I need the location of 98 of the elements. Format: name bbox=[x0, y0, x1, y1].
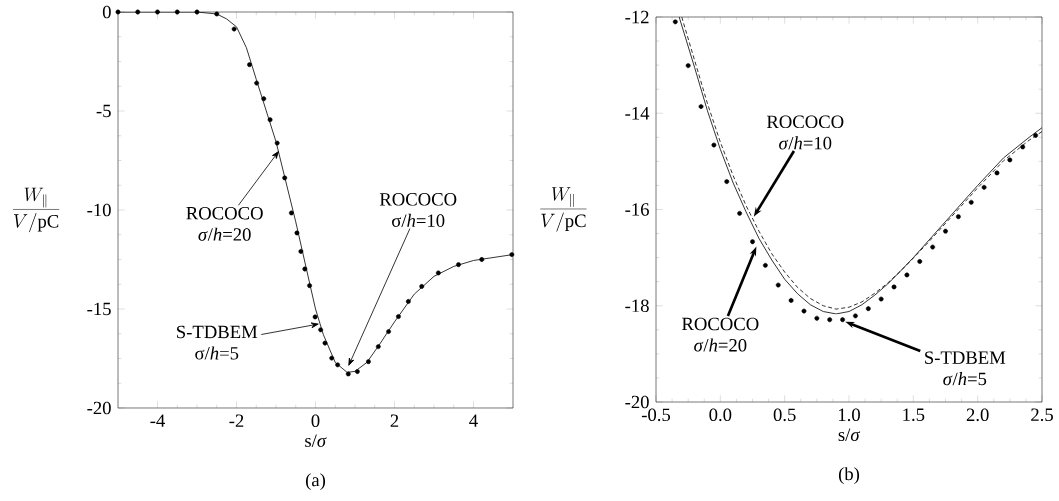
point bbox=[853, 313, 858, 319]
point bbox=[788, 298, 794, 303]
point bbox=[917, 259, 923, 264]
x-tick-label: -2 bbox=[229, 414, 244, 427]
point bbox=[294, 230, 300, 236]
point bbox=[981, 184, 987, 190]
y-tick-label: -18 bbox=[625, 299, 649, 313]
point bbox=[1033, 132, 1038, 138]
point bbox=[375, 344, 381, 350]
y-tick-label: -20 bbox=[625, 395, 649, 409]
point bbox=[479, 257, 485, 262]
text: (a) bbox=[305, 473, 326, 491]
point bbox=[878, 296, 884, 302]
y-tick-label: -10 bbox=[87, 203, 111, 217]
point bbox=[891, 284, 897, 290]
y-tick-label: -5 bbox=[96, 104, 111, 118]
point bbox=[155, 9, 160, 15]
x-axis-title: s/σ bbox=[838, 428, 861, 442]
point bbox=[968, 199, 974, 205]
point bbox=[307, 283, 312, 289]
y-tick-label: -20 bbox=[87, 401, 111, 415]
point bbox=[930, 244, 936, 250]
point bbox=[254, 80, 260, 86]
point bbox=[724, 179, 730, 184]
y-tick-label: -12 bbox=[625, 10, 649, 24]
y-tick-label: -15 bbox=[87, 302, 111, 316]
point bbox=[231, 26, 237, 32]
point bbox=[435, 270, 441, 276]
point bbox=[386, 329, 391, 334]
point bbox=[115, 9, 121, 15]
text: (b) bbox=[838, 467, 860, 485]
annotation: S-TDBEM σ/h=5 bbox=[177, 325, 258, 360]
point bbox=[672, 19, 678, 25]
point bbox=[750, 239, 755, 245]
point bbox=[711, 142, 717, 148]
point bbox=[1020, 144, 1026, 150]
x-tick-label: 2.5 bbox=[1031, 408, 1053, 422]
y-tick-label: 0 bbox=[102, 5, 111, 19]
point bbox=[685, 63, 691, 69]
point bbox=[194, 9, 200, 15]
point bbox=[318, 327, 324, 333]
point bbox=[267, 117, 273, 123]
point bbox=[775, 282, 781, 288]
x-tick-label: -4 bbox=[150, 414, 165, 427]
point bbox=[335, 362, 341, 368]
point bbox=[261, 96, 267, 102]
point bbox=[456, 262, 461, 268]
point bbox=[174, 9, 180, 15]
annotation: ROCOCO σ/h=20 bbox=[681, 317, 759, 352]
x-tick-label: 0.5 bbox=[773, 408, 796, 422]
x-axis-title: s/σ bbox=[305, 434, 327, 447]
x-tick-label: 2.0 bbox=[966, 408, 989, 422]
point bbox=[282, 175, 288, 181]
point bbox=[509, 252, 515, 257]
y-axis-title: $\frac{W_{\parallel}}{V/\mathrm{pC}}$ bbox=[12, 187, 60, 233]
x-tick-label: 0.0 bbox=[709, 408, 732, 422]
point bbox=[214, 11, 220, 17]
y-tick-label: -16 bbox=[625, 203, 649, 216]
point bbox=[814, 315, 820, 321]
point bbox=[994, 170, 1000, 176]
point bbox=[302, 266, 308, 272]
point bbox=[698, 104, 704, 109]
annotation: S-TDBEM σ/h=5 bbox=[925, 351, 1006, 386]
point bbox=[354, 369, 360, 374]
point bbox=[762, 262, 768, 268]
point bbox=[405, 299, 411, 304]
point bbox=[801, 308, 807, 314]
point bbox=[274, 140, 280, 146]
point bbox=[1007, 157, 1013, 163]
point bbox=[322, 340, 328, 346]
point bbox=[247, 62, 252, 68]
point bbox=[419, 284, 425, 289]
point bbox=[345, 371, 351, 377]
point bbox=[298, 248, 304, 254]
x-tick-label: -0.5 bbox=[641, 408, 671, 422]
annotation: ROCOCO σ/h=10 bbox=[766, 115, 844, 150]
x-tick-label: 2 bbox=[390, 414, 399, 427]
point bbox=[289, 210, 294, 216]
annotation: ROCOCO σ/h=20 bbox=[186, 206, 263, 241]
point bbox=[840, 317, 845, 323]
point bbox=[827, 317, 833, 323]
point bbox=[135, 9, 141, 15]
point bbox=[312, 314, 318, 320]
x-tick-label: 1.0 bbox=[838, 408, 860, 422]
point bbox=[737, 210, 743, 216]
x-tick-label: 4 bbox=[469, 414, 478, 427]
point bbox=[396, 314, 401, 319]
point bbox=[955, 214, 961, 220]
x-tick-label: 1.5 bbox=[903, 408, 925, 422]
x-tick-label: 0 bbox=[311, 414, 320, 428]
point bbox=[865, 306, 871, 312]
point bbox=[904, 272, 910, 278]
y-tick-label: -14 bbox=[625, 107, 650, 120]
point bbox=[943, 228, 948, 234]
point bbox=[366, 359, 371, 365]
point bbox=[329, 355, 335, 361]
annotation: ROCOCO σ/h=10 bbox=[379, 193, 457, 227]
y-axis-title: $\frac{W_{\parallel}}{V/\mathrm{pC}}$ bbox=[540, 187, 587, 232]
